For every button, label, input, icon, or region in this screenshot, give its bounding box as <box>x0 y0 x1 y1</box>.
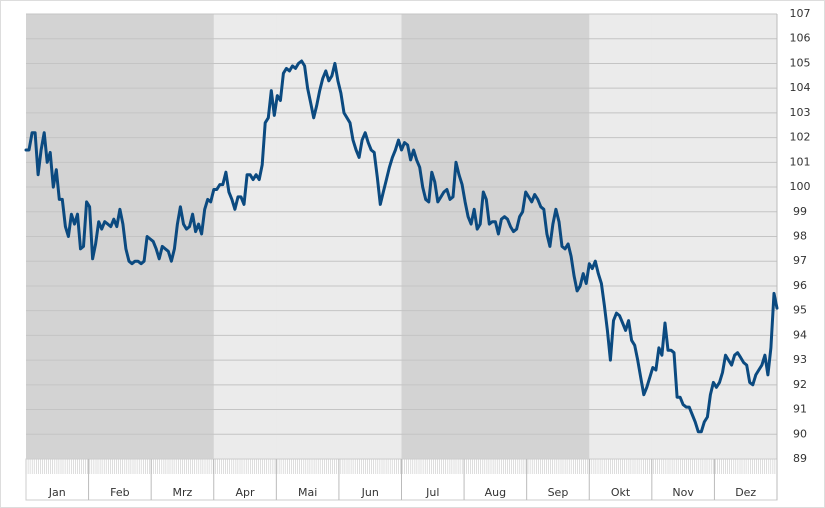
x-tick-label: Dez <box>735 486 756 499</box>
y-tick-label: 95 <box>793 304 807 317</box>
y-tick-label: 101 <box>790 155 811 168</box>
y-tick-label: 99 <box>793 205 807 218</box>
y-tick-label: 103 <box>790 106 811 119</box>
y-tick-label: 98 <box>793 230 807 243</box>
y-tick-label: 106 <box>790 32 811 45</box>
y-tick-label: 102 <box>790 131 811 144</box>
y-tick-label: 89 <box>793 452 807 465</box>
x-tick-label: Sep <box>548 486 569 499</box>
y-tick-label: 91 <box>793 403 807 416</box>
price-line <box>24 59 779 434</box>
y-tick-label: 100 <box>790 180 811 193</box>
x-tick-label: Aug <box>485 486 506 499</box>
y-tick-label: 93 <box>793 353 807 366</box>
y-tick-label: 107 <box>790 7 811 20</box>
x-tick-label: Jul <box>425 486 439 499</box>
x-tick-label: Mrz <box>173 486 193 499</box>
y-tick-label: 92 <box>793 378 807 391</box>
x-tick-label: Okt <box>611 486 631 499</box>
x-tick-label: Feb <box>110 486 129 499</box>
x-tick-label: Jan <box>48 486 66 499</box>
y-tick-label: 94 <box>793 328 807 341</box>
x-tick-label: Nov <box>672 486 694 499</box>
x-tick-label: Jun <box>361 486 379 499</box>
y-tick-label: 105 <box>790 56 811 69</box>
day-ticks <box>25 459 778 474</box>
x-tick-label: Apr <box>236 486 256 499</box>
x-tick-label: Mai <box>298 486 317 499</box>
y-tick-label: 96 <box>793 279 807 292</box>
y-tick-label: 90 <box>793 427 807 440</box>
y-tick-label: 97 <box>793 254 807 267</box>
y-tick-label: 104 <box>790 81 811 94</box>
